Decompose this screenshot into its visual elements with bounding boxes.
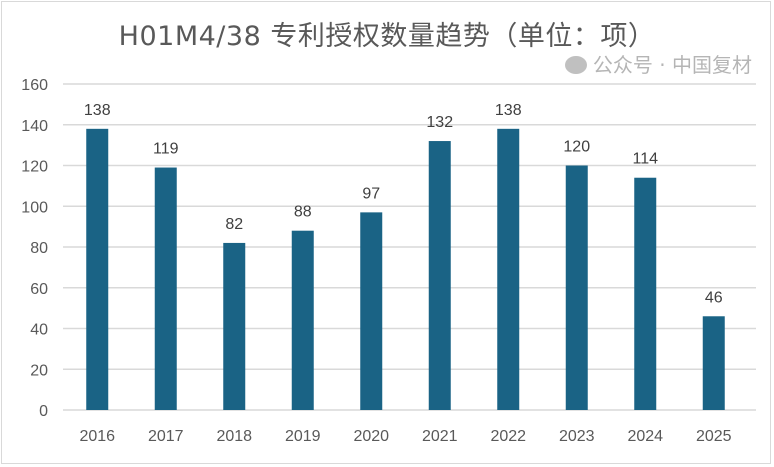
- bar: [497, 128, 520, 410]
- bar: [154, 167, 177, 410]
- bar: [360, 212, 383, 410]
- data-label: 119: [153, 141, 179, 158]
- x-tick-label: 2016: [79, 428, 115, 445]
- y-tick-label: 140: [21, 118, 48, 135]
- x-tick-label: 2019: [285, 428, 321, 445]
- bar: [702, 316, 725, 410]
- data-label: 138: [84, 102, 111, 119]
- bar: [428, 141, 451, 411]
- y-tick-label: 60: [30, 281, 48, 298]
- x-tick-label: 2018: [216, 428, 252, 445]
- data-label: 132: [426, 114, 453, 131]
- watermark-text: 公众号 · 中国复材: [592, 53, 752, 77]
- bar: [634, 177, 657, 410]
- bar: [223, 242, 246, 410]
- bar: [291, 230, 314, 410]
- y-tick-label: 160: [21, 77, 48, 94]
- data-label: 97: [362, 185, 380, 202]
- x-tick-label: 2020: [353, 428, 389, 445]
- x-tick-label: 2021: [422, 428, 458, 445]
- watermark: 公众号 · 中国复材: [564, 53, 752, 77]
- y-tick-label: 100: [21, 199, 48, 216]
- data-label: 138: [495, 102, 522, 119]
- data-label: 88: [294, 204, 312, 221]
- data-label: 114: [632, 151, 658, 168]
- x-tick-label: 2017: [148, 428, 184, 445]
- x-tick-label: 2022: [490, 428, 526, 445]
- y-tick-label: 20: [30, 362, 48, 379]
- x-tick-label: 2024: [627, 428, 663, 445]
- y-tick-label: 0: [39, 403, 48, 420]
- data-label: 82: [225, 216, 243, 233]
- bar: [86, 128, 109, 410]
- bar: [565, 165, 588, 410]
- data-label: 46: [705, 289, 723, 306]
- wechat-icon: [564, 56, 587, 74]
- data-label: 120: [563, 139, 590, 156]
- chart-title: H01M4/38 专利授权数量趋势（单位：项）: [118, 21, 656, 52]
- y-tick-label: 120: [21, 159, 48, 176]
- x-tick-label: 2025: [696, 428, 732, 445]
- y-tick-label: 80: [30, 240, 48, 257]
- y-tick-label: 40: [30, 322, 48, 339]
- x-tick-label: 2023: [559, 428, 595, 445]
